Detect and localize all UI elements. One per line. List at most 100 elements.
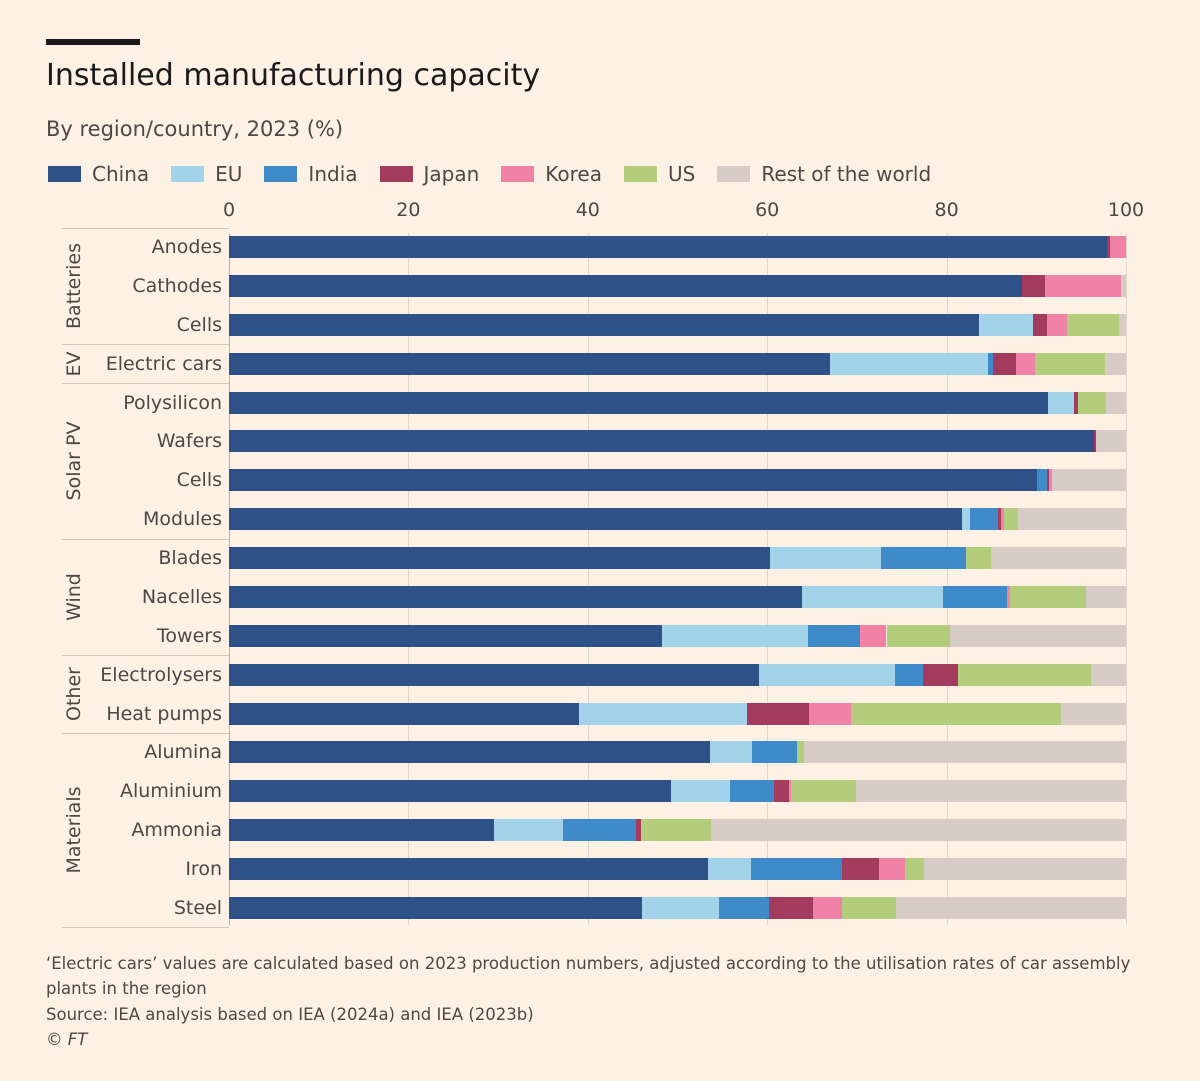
bar-segment-rest-of-the-world	[1105, 352, 1126, 375]
bar-segment-korea	[812, 896, 842, 919]
legend-label: China	[92, 162, 150, 186]
source: Source: IEA analysis based on IEA (2024a…	[46, 1005, 534, 1024]
bar-segment-eu	[1047, 391, 1074, 414]
bar-segment-korea	[1006, 585, 1011, 608]
bar-segment-japan	[841, 858, 880, 881]
bar-segment-eu	[769, 547, 882, 570]
group-label: Batteries	[63, 242, 85, 329]
bar-segment-us	[1035, 352, 1106, 375]
category-label: Alumina	[144, 741, 222, 764]
bar-segment-china	[229, 858, 708, 881]
x-tick-label: 100	[1107, 199, 1145, 221]
legend-swatch	[501, 166, 535, 182]
bar-segment-korea	[788, 780, 792, 803]
bar-segment-india	[562, 819, 637, 842]
bar-segment-rest-of-the-world	[924, 858, 1126, 881]
legend-label: Japan	[423, 162, 480, 186]
bar-segment-china	[229, 780, 672, 803]
legend-item: Japan	[379, 162, 480, 186]
legend-label: EU	[215, 162, 243, 186]
bar-segment-china	[229, 508, 962, 531]
legend-swatch	[48, 166, 81, 182]
legend-item: China	[48, 162, 149, 186]
group-separator	[62, 538, 229, 540]
legend-item: EU	[171, 162, 242, 186]
bar-segment-rest-of-the-world	[896, 896, 1126, 919]
category-label: Cathodes	[132, 274, 222, 297]
bar-segment-india	[987, 352, 994, 375]
bar-segment-eu	[493, 819, 563, 842]
bar-segment-japan	[1021, 274, 1046, 297]
legend-item: Korea	[501, 162, 602, 186]
bar-segment-japan	[993, 352, 1016, 375]
category-label: Anodes	[151, 236, 222, 258]
gridline	[587, 233, 589, 925]
group-separator	[62, 733, 229, 734]
legend-label: Korea	[545, 162, 602, 186]
bar-segment-korea	[879, 858, 906, 881]
bar-segment-japan	[1032, 313, 1048, 336]
bar-segment-china	[229, 624, 663, 647]
x-tick-label: 80	[934, 199, 959, 221]
bar-segment-korea	[1109, 236, 1126, 258]
bar-segment-us	[1010, 585, 1086, 608]
bar-segment-korea	[1001, 508, 1004, 531]
x-tick-label: 40	[575, 199, 600, 221]
category-label: Nacelles	[141, 585, 222, 608]
bar-segment-china	[229, 469, 1038, 492]
bar-segment-rest-of-the-world	[1091, 663, 1126, 686]
category-label: Electric cars	[105, 352, 222, 375]
legend-swatch	[624, 166, 657, 182]
bar-segment-us	[791, 780, 856, 803]
bar-segment-japan	[636, 819, 641, 842]
bar-segment-japan	[774, 780, 789, 803]
x-tick-label: 60	[755, 199, 780, 221]
category-label: Iron	[185, 858, 222, 881]
bar-segment-rest-of-the-world	[803, 741, 1126, 764]
legend-swatch	[379, 166, 413, 182]
bar-segment-korea	[809, 702, 851, 725]
bar-segment-eu	[709, 741, 752, 764]
bar-segment-rest-of-the-world	[1106, 391, 1126, 414]
category-label: Steel	[173, 896, 222, 919]
bar-segment-us	[1077, 391, 1107, 414]
bar-segment-china	[229, 547, 770, 570]
x-tick-label: 0	[222, 199, 236, 221]
bar-segment-india	[751, 741, 797, 764]
bar-segment-us	[886, 624, 951, 647]
group-separator	[62, 655, 229, 657]
bar-segment-eu	[707, 858, 752, 881]
bar-segment-rest-of-the-world	[1052, 469, 1126, 492]
legend-label: US	[668, 162, 696, 186]
x-tick-label: 20	[396, 199, 421, 221]
bar-segment-rest-of-the-world	[990, 547, 1126, 570]
category-label: Wafers	[156, 430, 222, 453]
bar-segment-china	[229, 663, 760, 686]
bar-segment-china	[229, 352, 830, 375]
copyright: © FT	[46, 1030, 88, 1049]
group-separator	[62, 927, 229, 929]
bar-segment-india	[718, 896, 769, 919]
legend-item: India	[264, 162, 358, 186]
group-separator	[62, 383, 229, 385]
legend-swatch	[264, 166, 298, 182]
category-label: Cells	[176, 313, 222, 336]
bar-segment-india	[1037, 469, 1048, 492]
group-label: Wind	[63, 573, 85, 621]
bar-segment-rest-of-the-world	[710, 819, 1126, 842]
bar-segment-china	[229, 274, 1022, 297]
bar-segment-japan	[746, 702, 810, 725]
bar-segment-rest-of-the-world	[1118, 313, 1126, 336]
bar-segment-eu	[662, 624, 808, 647]
bar-segment-india	[730, 780, 775, 803]
bar-segment-us	[966, 547, 991, 570]
bar-segment-china	[229, 896, 642, 919]
group-label: EV	[63, 351, 85, 377]
bar-segment-india	[943, 585, 1007, 608]
bar-segment-japan	[1093, 430, 1097, 453]
bar-segment-korea	[1048, 469, 1053, 492]
bar-segment-eu	[829, 352, 988, 375]
category-label: Cells	[176, 469, 222, 492]
bar-segment-china	[229, 313, 979, 336]
